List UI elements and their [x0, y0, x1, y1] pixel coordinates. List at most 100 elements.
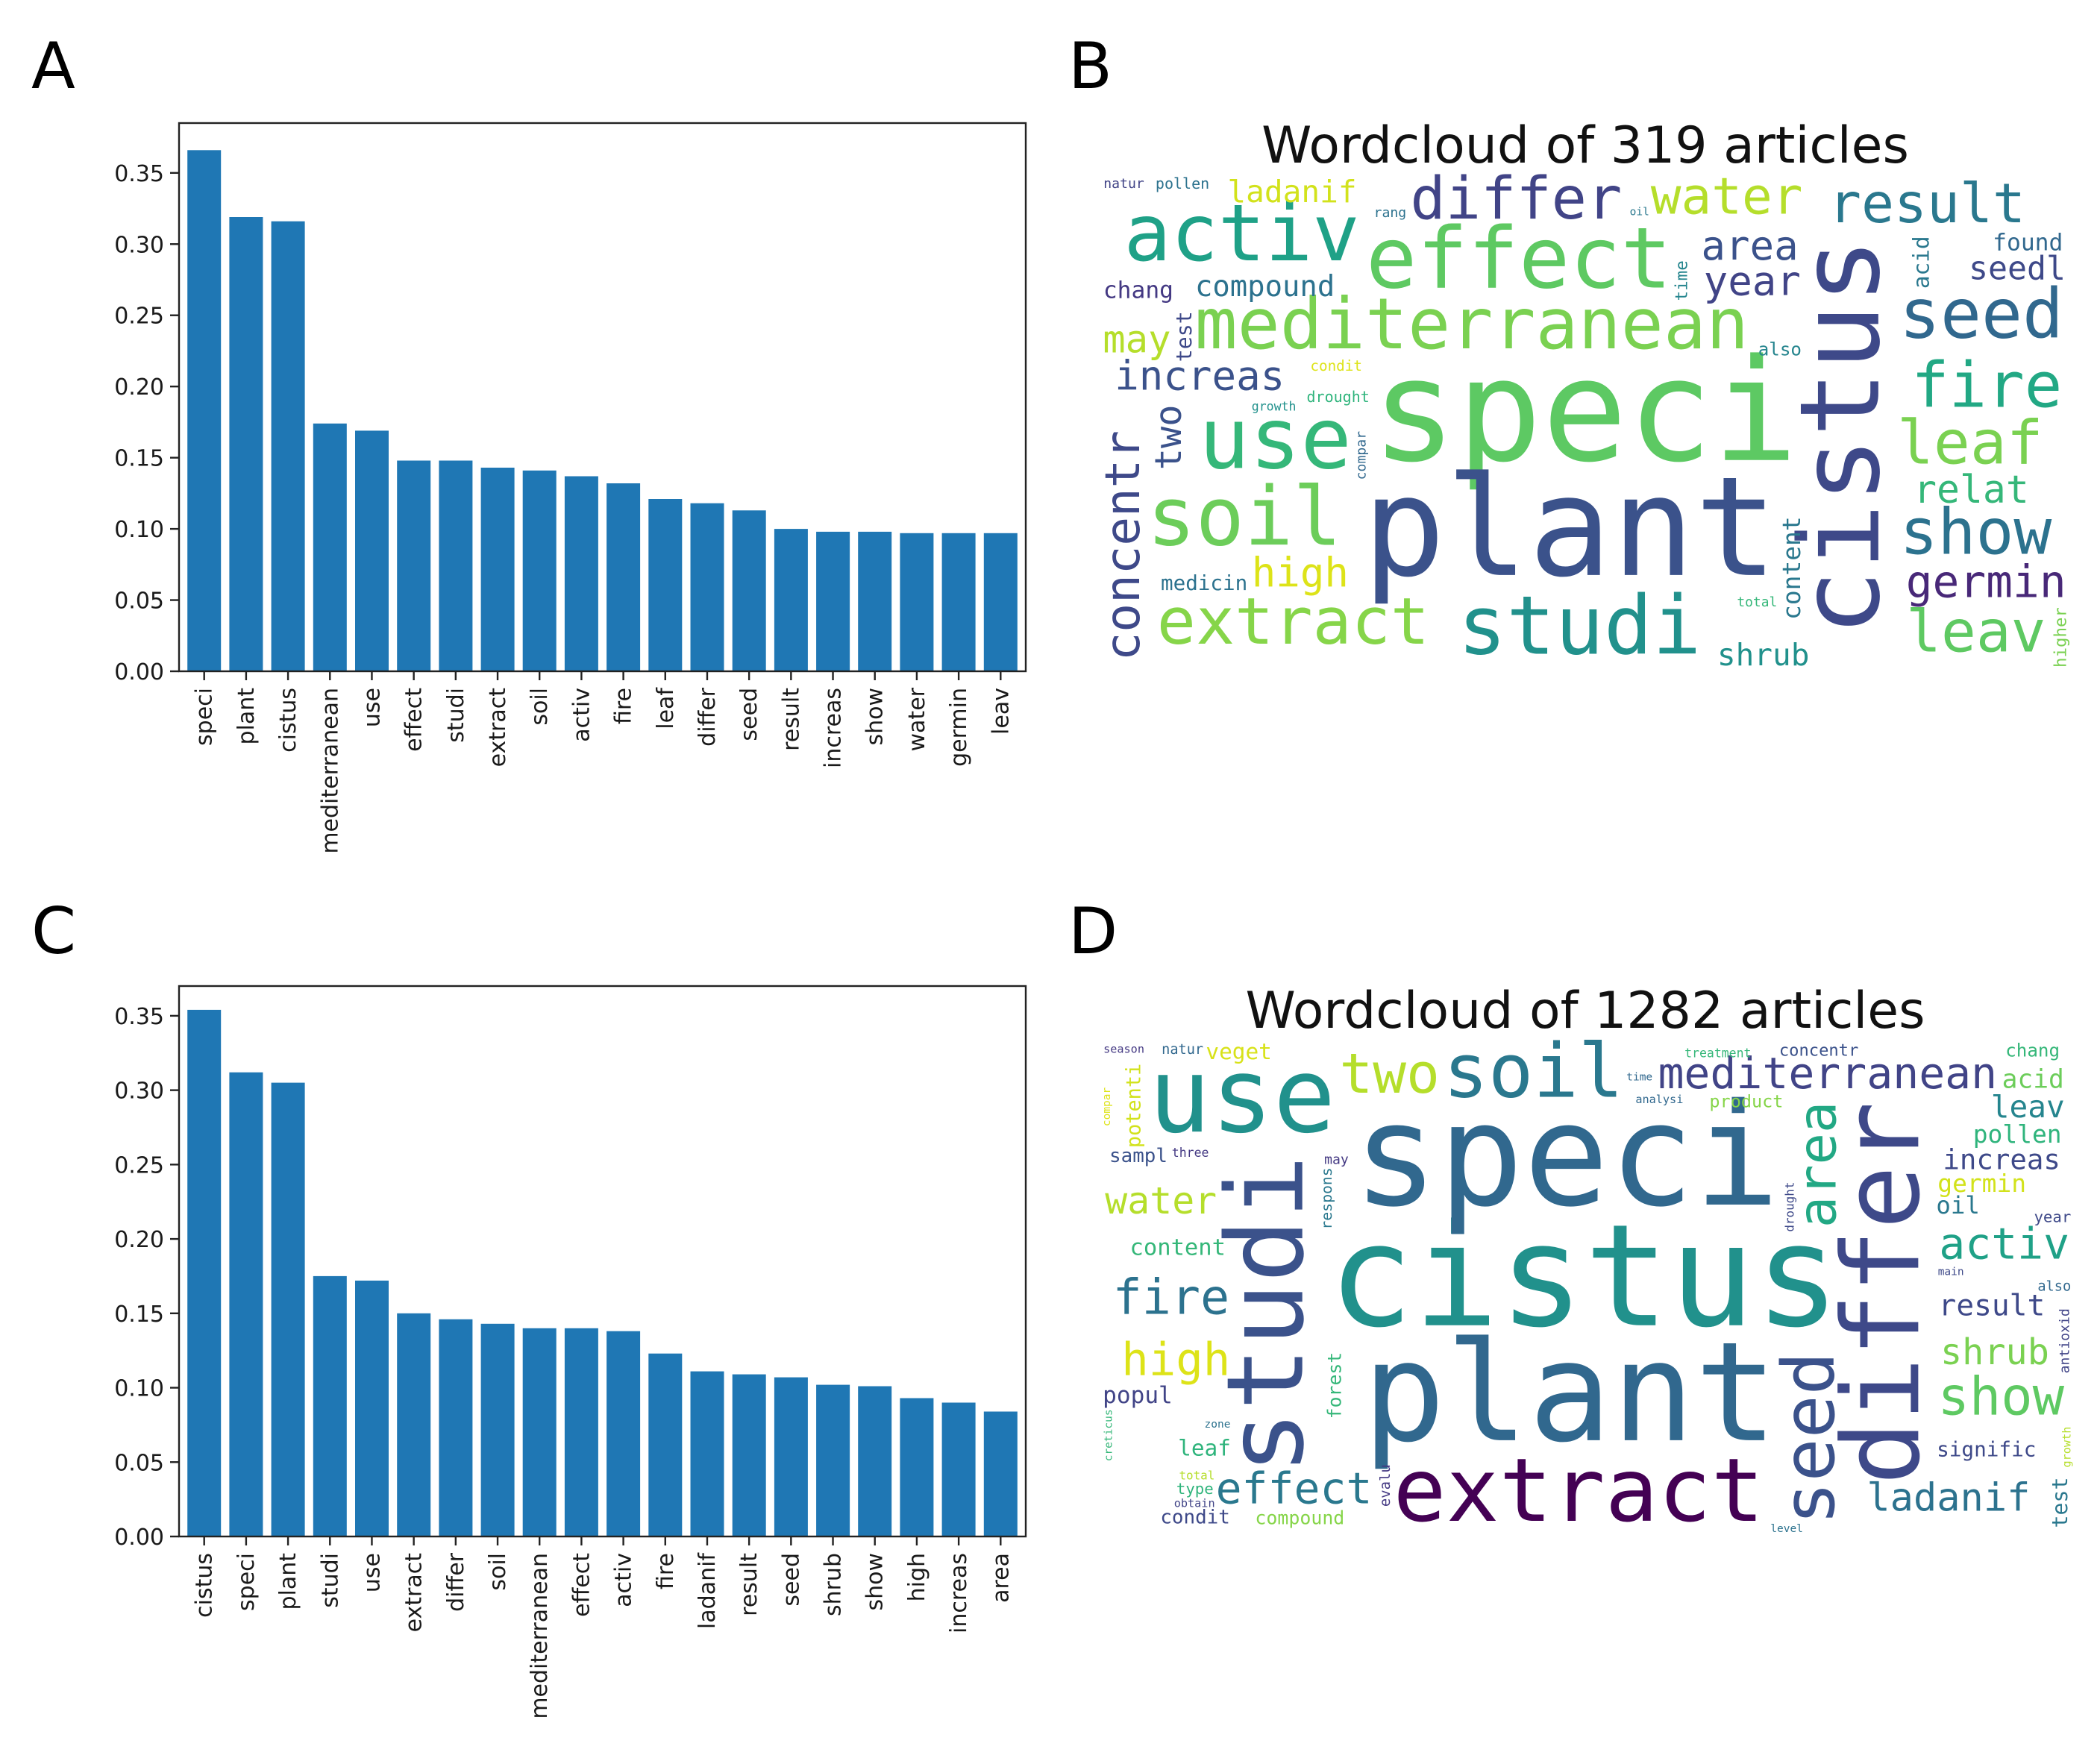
- cloud-word: time: [1626, 1072, 1652, 1084]
- x-tick-label: seed: [778, 1553, 804, 1607]
- bar-show: [858, 531, 892, 671]
- x-tick-label: germin: [946, 688, 972, 767]
- cloud-word: area: [1787, 1102, 1849, 1228]
- cloud-word: content: [1129, 1235, 1226, 1261]
- cloud-word: speci: [1371, 329, 1798, 494]
- cloud-word: germin: [1937, 1169, 2026, 1198]
- cloud-word: effect: [1216, 1463, 1373, 1514]
- cloud-word: antioxid: [2057, 1308, 2072, 1373]
- cloud-word: evalu: [1377, 1464, 1394, 1507]
- x-tick-label: high: [904, 1553, 930, 1601]
- y-axis-a: 0.00 0.05 0.10 0.15 0.20 0.25 0.30 0.35: [114, 161, 179, 685]
- panel-letter-d: D: [1068, 894, 1118, 969]
- cloud-word: main: [1938, 1266, 1964, 1278]
- cloud-word: rang: [1374, 205, 1407, 221]
- x-axis-a: speci plant cistus mediterranean use effect st…: [192, 671, 1014, 854]
- x-tick-label: activ: [611, 1553, 637, 1607]
- y-tick-label: 0.05: [114, 1450, 164, 1476]
- cloud-word: cistus: [1328, 1194, 1840, 1359]
- cloud-word: compar: [1354, 431, 1370, 480]
- axes-frame-c: [178, 985, 1027, 1538]
- cloud-word: soil: [1444, 1027, 1624, 1114]
- cloud-word: may: [1324, 1152, 1349, 1168]
- cloud-word: differ: [1410, 164, 1622, 233]
- bar-fire: [648, 1353, 683, 1536]
- cloud-word: potenti: [1123, 1064, 1146, 1148]
- cloud-word: shrub: [1717, 637, 1810, 673]
- cloud-word: studi: [1204, 1155, 1328, 1475]
- cloud-word: result: [1939, 1289, 2046, 1323]
- bar-fire: [607, 483, 641, 671]
- cloud-word: time: [1673, 260, 1692, 301]
- cloud-word: zone: [1205, 1419, 1231, 1431]
- cloud-word: total: [1179, 1469, 1214, 1483]
- cloud-word: activ: [1939, 1219, 2069, 1269]
- cloud-word: found: [1993, 230, 2063, 257]
- cloud-word: seed: [1767, 1352, 1851, 1525]
- cloud-word: concentr: [1779, 1040, 1858, 1060]
- x-tick-label: extract: [485, 688, 511, 768]
- cloud-word: germin: [1906, 556, 2066, 608]
- bar-activ: [564, 476, 598, 671]
- cloud-word: growth: [2060, 1427, 2073, 1468]
- cloud-word: also: [2037, 1278, 2071, 1294]
- y-tick-label: 0.00: [114, 659, 164, 685]
- bar-area: [983, 1411, 1018, 1536]
- cloud-word: extract: [1394, 1439, 1764, 1542]
- cloud-word: seedl: [1969, 251, 2066, 288]
- cloud-word: pollen: [1156, 175, 1209, 192]
- cloud-word: condit: [1310, 357, 1362, 374]
- x-tick-label: ladanif: [695, 1552, 721, 1629]
- cloud-word: product: [1709, 1090, 1783, 1111]
- cloud-word: show: [1900, 495, 2052, 568]
- y-tick-label: 0.20: [114, 1227, 164, 1253]
- cloud-word: test: [1172, 311, 1197, 362]
- cloud-word: forest: [1324, 1352, 1346, 1419]
- cloud-word: mediterranean: [1658, 1048, 1997, 1099]
- bar-plant: [229, 217, 263, 671]
- wordcloud-title-b: Wordcloud of 319 articles: [1261, 116, 1909, 175]
- y-tick-label: 0.05: [114, 588, 164, 615]
- bar-extract: [397, 1313, 431, 1536]
- bar-plant: [271, 1082, 305, 1536]
- bar-use: [355, 430, 389, 671]
- bar-result: [774, 529, 808, 671]
- bar-shrub: [816, 1384, 850, 1536]
- y-tick-label: 0.25: [114, 1152, 164, 1178]
- cloud-word: respons: [1318, 1167, 1335, 1229]
- bar-studi: [439, 460, 473, 671]
- cloud-word: fire: [1911, 349, 2062, 422]
- cloud-word: water: [1651, 166, 1803, 225]
- bars-group-c: [187, 1009, 1018, 1536]
- x-tick-label: studi: [317, 1553, 343, 1608]
- x-tick-label: fire: [611, 688, 637, 724]
- x-tick-label: plant: [275, 1553, 301, 1610]
- x-tick-label: fire: [653, 1553, 679, 1589]
- bar-high: [900, 1398, 934, 1536]
- cloud-word: medicin: [1161, 571, 1247, 595]
- cloud-word: also: [1758, 339, 1802, 360]
- cloud-word: year: [2034, 1208, 2071, 1225]
- cloud-word: creticus: [1103, 1409, 1115, 1461]
- cloud-word: two: [1148, 404, 1190, 470]
- bar-effect: [397, 460, 431, 671]
- y-tick-label: 0.30: [114, 232, 164, 258]
- y-axis-c: 0.00 0.05 0.10 0.15 0.20 0.25 0.30 0.35: [114, 1004, 179, 1551]
- bar-extract: [480, 468, 515, 671]
- x-tick-label: plant: [233, 688, 260, 745]
- bar-increas: [941, 1402, 976, 1536]
- x-tick-label: soil: [527, 688, 553, 726]
- bar-speci: [187, 150, 222, 672]
- bar-leaf: [648, 499, 683, 671]
- cloud-word: studi: [1458, 579, 1701, 674]
- y-tick-label: 0.10: [114, 517, 164, 543]
- bar-mediterranean: [313, 423, 347, 671]
- x-tick-label: speci: [192, 688, 218, 746]
- bar-soil: [522, 470, 557, 671]
- x-tick-label: extract: [401, 1553, 427, 1633]
- bar-result: [732, 1374, 766, 1536]
- cloud-word: signific: [1937, 1437, 2036, 1461]
